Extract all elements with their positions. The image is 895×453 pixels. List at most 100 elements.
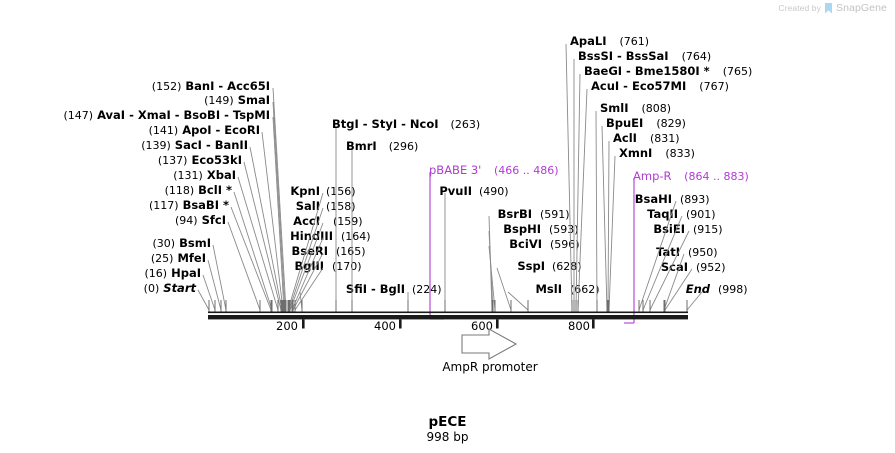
site-label-263[interactable]: BtgI - StyI - NcoI (263) (332, 118, 480, 132)
site-position: (767) (699, 80, 729, 93)
site-position: (25) (150, 252, 174, 265)
site-label-118[interactable]: (118) BclI * (0, 183, 232, 198)
site-label-164[interactable]: HindIII (230, 230, 333, 243)
feature-name: Amp-R (633, 169, 672, 183)
site-names: BsaHI (634, 192, 672, 206)
site-names: BssSI - BssSaI (578, 49, 669, 63)
site-position: (893) (680, 193, 710, 206)
site-label-833[interactable]: XmnI (833) (619, 146, 695, 161)
site-label-593[interactable]: BspHI (420, 223, 541, 236)
site-label-662[interactable]: MslI (460, 283, 562, 296)
site-label-131[interactable]: (131) XbaI (0, 168, 236, 183)
site-names: BspHI (503, 222, 541, 236)
site-position: (764) (681, 50, 712, 63)
site-label-149[interactable]: (149) SmaI (0, 93, 270, 108)
site-label-start[interactable]: (0) Start (0, 281, 196, 296)
site-position-159: (159) (333, 215, 363, 228)
site-names: XbaI (206, 168, 236, 182)
terminus-start-label: Start (163, 281, 196, 295)
feature-label-pbabe3[interactable]: pBABE 3' (466 .. 486) (429, 164, 559, 178)
site-label-596[interactable]: BciVI (420, 238, 542, 251)
site-names: AvaI - XmaI - BsoBI - TspMI (97, 108, 270, 122)
site-position: (147) (63, 109, 94, 122)
site-label-94[interactable]: (94) SfcI (0, 213, 226, 228)
site-label-831[interactable]: AclI (831) (613, 131, 680, 146)
site-names: SmaI (237, 93, 270, 107)
site-names: ApoI - EcoRI (182, 123, 260, 137)
site-names: SacI - BanII (174, 138, 248, 152)
site-label-490[interactable]: PvuII (360, 185, 472, 198)
site-label-141[interactable]: (141) ApoI - EcoRI (0, 123, 260, 138)
site-label-147[interactable]: (147) AvaI - XmaI - BsoBI - TspMI (0, 108, 270, 123)
site-position-952: (952) (696, 261, 726, 274)
site-label-165[interactable]: BseRI (230, 245, 328, 258)
feature-label-ampr[interactable]: Amp-R (864 .. 883) (633, 169, 749, 184)
site-position: (490) (479, 185, 509, 198)
site-label-764[interactable]: BssSI - BssSaI (764) (578, 49, 712, 64)
site-label-16[interactable]: (16) HpaI (0, 266, 201, 281)
site-label-25[interactable]: (25) MfeI (0, 251, 206, 266)
snapgene-branding: Created by SnapGene (778, 2, 887, 14)
site-label-761[interactable]: ApaLI (761) (570, 35, 649, 49)
site-position: (833) (665, 147, 695, 160)
site-label-915[interactable]: BsiEI (560, 223, 685, 236)
site-position: (156) (326, 185, 356, 198)
site-position: (159) (333, 215, 363, 228)
plasmid-size: 998 bp (426, 430, 469, 444)
site-label-901[interactable]: TaqII (560, 208, 678, 221)
site-names: TaqII (647, 207, 678, 221)
site-names: BsiEI (653, 222, 685, 236)
site-position: (0) (143, 282, 160, 295)
site-label-end[interactable]: End (560, 283, 710, 296)
site-label-808[interactable]: SmlI (808) (600, 102, 671, 116)
site-position-158: (158) (326, 200, 356, 213)
site-position: (141) (148, 124, 179, 137)
site-position-998: (998) (718, 283, 748, 296)
site-label-159[interactable]: AccI (230, 215, 320, 228)
site-names: HpaI (171, 266, 201, 280)
site-position: (158) (326, 200, 356, 213)
site-label-591[interactable]: BsrBI (420, 208, 532, 221)
axis-tick-label-800: 800 (568, 319, 590, 333)
site-names: BclI * (198, 183, 232, 197)
site-names: SspI (517, 259, 545, 273)
site-label-137[interactable]: (137) Eco53kI (0, 154, 242, 168)
site-position-591: (591) (540, 208, 570, 221)
site-names: BsmI (179, 236, 211, 250)
site-label-224[interactable]: SfiI - BglI (230, 283, 405, 296)
site-label-952[interactable]: ScaI (560, 261, 688, 274)
site-position: (950) (688, 246, 718, 259)
promoter-label-ampr-promoter[interactable]: AmpR promoter (442, 360, 538, 374)
site-names: AccI (293, 214, 320, 228)
site-label-152[interactable]: (152) BanI - Acc65I (0, 79, 270, 94)
site-label-893[interactable]: BsaHI (560, 193, 672, 206)
feature-range: (864 .. 883) (684, 170, 749, 183)
site-position: (901) (686, 208, 716, 221)
site-label-139[interactable]: (139) SacI - BanII (0, 138, 248, 153)
site-label-628[interactable]: SspI (440, 260, 545, 273)
site-names: KpnI (290, 184, 320, 198)
site-names: BaeGI - Bme1580I * (584, 64, 710, 78)
site-names: BanI - Acc65I (185, 79, 270, 93)
site-label-767[interactable]: AcuI - Eco57MI (767) (591, 80, 729, 94)
site-names: SfcI (201, 213, 226, 227)
axis-tick-800 (592, 319, 595, 329)
feature-range: (466 .. 486) (494, 164, 559, 177)
site-label-829[interactable]: BpuEI (829) (606, 117, 686, 131)
site-label-765[interactable]: BaeGI - Bme1580I * (765) (584, 64, 752, 79)
promoter-arrow-ampr-promoter[interactable] (461, 328, 518, 360)
site-label-30[interactable]: (30) BsmI (0, 236, 211, 251)
site-position: (170) (332, 260, 362, 273)
site-names: MfeI (177, 251, 206, 265)
snapgene-product-name: SnapGene (835, 2, 887, 14)
site-label-156[interactable]: KpnI (230, 185, 320, 198)
site-names: AclI (613, 131, 637, 145)
site-label-117[interactable]: (117) BsaBI * (0, 199, 229, 213)
site-names: XmnI (619, 146, 653, 160)
site-names: SfiI - BglI (345, 282, 405, 296)
site-label-296[interactable]: BmrI (296) (346, 140, 418, 154)
site-position: (30) (152, 237, 176, 250)
site-label-170[interactable]: BglII (230, 260, 325, 273)
site-label-158[interactable]: SalI (230, 200, 320, 213)
site-label-950[interactable]: TatI (560, 246, 680, 259)
